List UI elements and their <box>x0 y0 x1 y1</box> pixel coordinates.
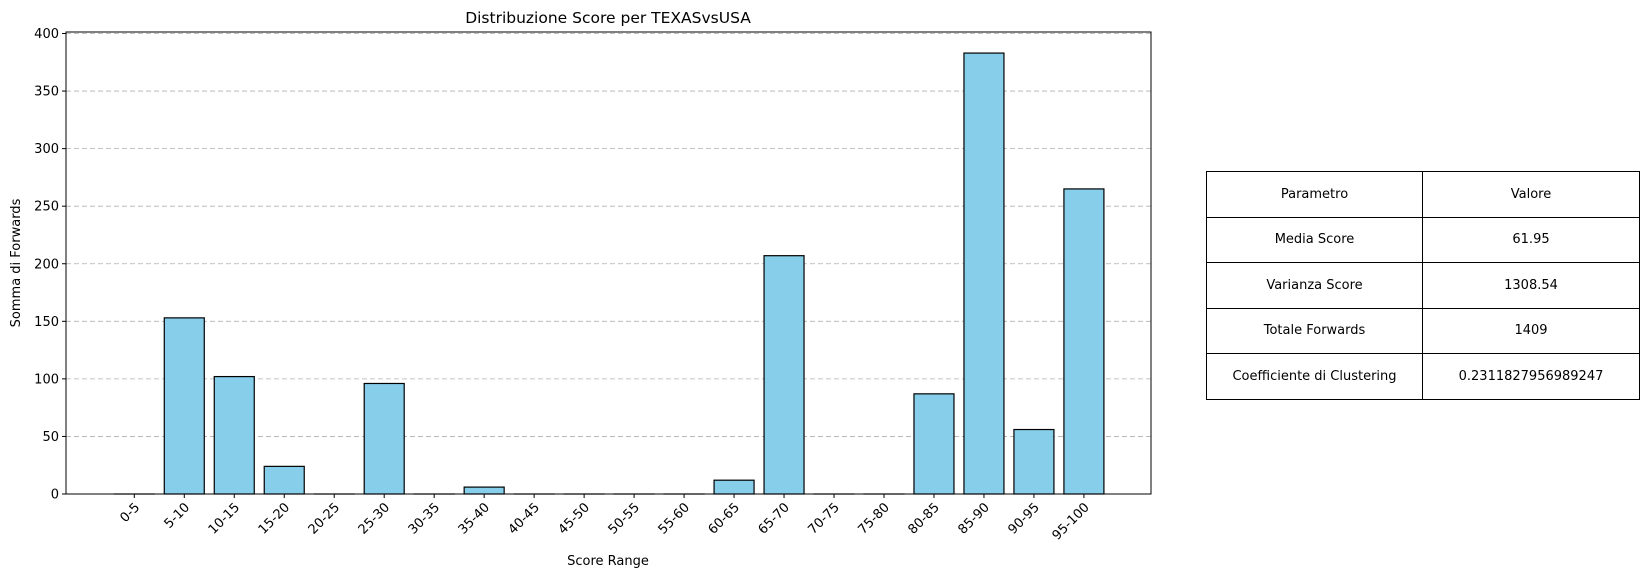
y-tick-label: 50 <box>42 430 59 445</box>
param-value: 0.2311827956989247 <box>1422 353 1640 400</box>
table-header-row: Parametro Valore <box>1205 171 1640 218</box>
table-row: Coefficiente di Clustering 0.23118279569… <box>1205 353 1640 400</box>
table-row: Totale Forwards 1409 <box>1205 307 1640 354</box>
x-axis-label: Score Range <box>567 554 649 569</box>
bar-10-15 <box>213 375 255 495</box>
y-tick-label: 0 <box>51 488 59 503</box>
x-tick-label: 25-30 <box>356 500 393 537</box>
bar-5-10 <box>163 317 205 495</box>
y-tick-label: 150 <box>34 315 59 330</box>
param-value: 1409 <box>1422 307 1640 354</box>
param-value: 1308.54 <box>1422 262 1640 309</box>
x-tick-label: 75-80 <box>856 500 893 537</box>
plot-frame <box>65 31 1152 495</box>
x-tick-label: 85-90 <box>955 500 992 537</box>
param-name: Media Score <box>1205 216 1424 263</box>
y-tick-label: 350 <box>34 85 59 100</box>
y-tick-label: 200 <box>34 257 59 272</box>
x-tick-label: 15-20 <box>256 500 293 537</box>
x-tick-label: 90-95 <box>1005 500 1042 537</box>
bar-80-85 <box>913 393 955 495</box>
header-valore: Valore <box>1422 171 1640 218</box>
x-tick-label: 55-60 <box>656 500 693 537</box>
x-tick-label: 30-35 <box>406 500 443 537</box>
y-axis-label: Somma di Forwards <box>9 198 24 327</box>
bars <box>113 52 1105 495</box>
param-name: Varianza Score <box>1205 262 1424 309</box>
param-value: 61.95 <box>1422 216 1640 263</box>
table-row: Varianza Score 1308.54 <box>1205 262 1640 309</box>
x-tick-label: 40-45 <box>506 500 543 537</box>
y-tick-label: 100 <box>34 372 59 387</box>
header-parametro: Parametro <box>1205 171 1424 218</box>
x-tick-label: 0-5 <box>118 500 144 526</box>
bar-25-30 <box>363 382 405 495</box>
y-tick-label: 400 <box>34 27 59 42</box>
x-tick-label: 50-55 <box>606 500 643 537</box>
y-tick-label: 250 <box>34 200 59 215</box>
x-tick-label: 5-10 <box>162 500 193 531</box>
bar-95-100 <box>1063 188 1105 495</box>
x-tick-label: 35-40 <box>456 500 493 537</box>
x-tick-label: 60-65 <box>706 500 743 537</box>
table-row: Media Score 61.95 <box>1205 216 1640 263</box>
bar-60-65 <box>713 479 755 495</box>
param-name: Totale Forwards <box>1205 307 1424 354</box>
x-tick-label: 80-85 <box>905 500 942 537</box>
bar-35-40 <box>463 486 505 495</box>
x-tick-label: 45-50 <box>556 500 593 537</box>
bar-90-95 <box>1013 428 1055 495</box>
x-tick-label: 70-75 <box>806 500 843 537</box>
x-tick-label: 95-100 <box>1050 500 1093 543</box>
y-tick-label: 300 <box>34 142 59 157</box>
bar-85-90 <box>963 52 1005 495</box>
y-axis-ticks: 0 50 100 150 200 250 300 350 400 <box>34 27 66 503</box>
stats-table: Parametro Valore Media Score 61.95 Varia… <box>1205 171 1640 400</box>
bar-65-70 <box>763 255 805 495</box>
chart-title: Distribuzione Score per TEXASvsUSA <box>465 9 751 27</box>
x-axis-ticks: 0-5 5-10 10-15 15-20 20-25 25-30 30-35 35-40 40-… <box>118 494 1093 543</box>
param-name: Coefficiente di Clustering <box>1205 353 1424 400</box>
x-tick-label: 65-70 <box>756 500 793 537</box>
x-tick-label: 20-25 <box>306 500 343 537</box>
bar-15-20 <box>263 465 305 495</box>
x-tick-label: 10-15 <box>206 500 243 537</box>
